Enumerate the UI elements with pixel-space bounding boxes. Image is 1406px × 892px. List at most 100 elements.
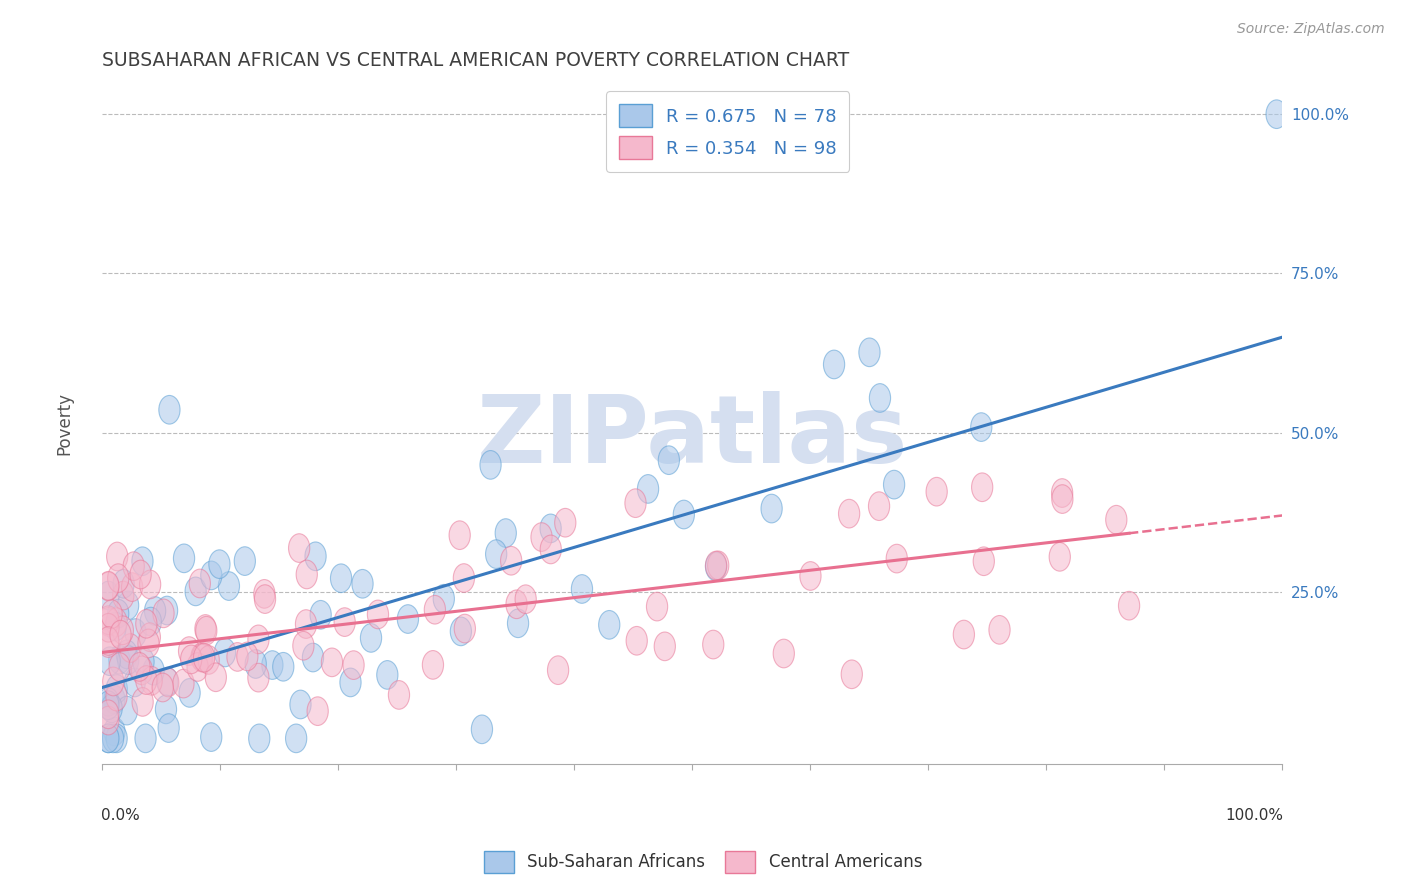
Ellipse shape (288, 533, 309, 562)
Ellipse shape (501, 547, 522, 575)
Ellipse shape (129, 560, 152, 589)
Ellipse shape (305, 542, 326, 571)
Ellipse shape (97, 724, 120, 753)
Ellipse shape (97, 627, 120, 656)
Ellipse shape (190, 569, 211, 598)
Ellipse shape (105, 607, 127, 637)
Ellipse shape (1265, 100, 1288, 128)
Ellipse shape (201, 561, 222, 590)
Ellipse shape (425, 595, 446, 624)
Ellipse shape (540, 514, 561, 542)
Ellipse shape (302, 643, 323, 672)
Ellipse shape (571, 574, 592, 603)
Ellipse shape (136, 609, 157, 638)
Ellipse shape (927, 477, 948, 506)
Ellipse shape (637, 475, 658, 503)
Ellipse shape (262, 651, 283, 680)
Ellipse shape (453, 564, 474, 592)
Ellipse shape (673, 500, 695, 529)
Ellipse shape (869, 491, 890, 521)
Ellipse shape (253, 580, 276, 608)
Ellipse shape (108, 599, 129, 628)
Ellipse shape (124, 552, 145, 581)
Ellipse shape (157, 668, 179, 697)
Ellipse shape (245, 649, 266, 678)
Ellipse shape (121, 573, 143, 601)
Ellipse shape (973, 547, 994, 575)
Ellipse shape (117, 640, 138, 669)
Ellipse shape (295, 610, 316, 639)
Ellipse shape (235, 547, 256, 575)
Ellipse shape (110, 620, 131, 649)
Ellipse shape (134, 648, 155, 676)
Ellipse shape (658, 446, 679, 475)
Ellipse shape (105, 682, 127, 711)
Ellipse shape (290, 690, 311, 719)
Ellipse shape (153, 599, 174, 628)
Ellipse shape (214, 638, 236, 666)
Ellipse shape (972, 473, 993, 501)
Ellipse shape (1105, 506, 1128, 534)
Ellipse shape (773, 640, 794, 668)
Ellipse shape (132, 688, 153, 716)
Ellipse shape (180, 645, 202, 673)
Ellipse shape (98, 614, 120, 642)
Ellipse shape (141, 607, 162, 636)
Ellipse shape (335, 607, 356, 636)
Ellipse shape (186, 577, 207, 606)
Ellipse shape (273, 652, 294, 681)
Ellipse shape (135, 724, 156, 753)
Ellipse shape (103, 667, 124, 696)
Ellipse shape (706, 552, 727, 581)
Ellipse shape (132, 547, 153, 575)
Ellipse shape (340, 668, 361, 697)
Ellipse shape (152, 673, 173, 702)
Ellipse shape (254, 585, 276, 614)
Ellipse shape (97, 688, 120, 716)
Ellipse shape (191, 643, 212, 672)
Ellipse shape (624, 489, 647, 517)
Ellipse shape (450, 617, 471, 646)
Ellipse shape (249, 724, 270, 753)
Ellipse shape (97, 629, 120, 657)
Ellipse shape (859, 338, 880, 367)
Ellipse shape (886, 544, 907, 573)
Ellipse shape (157, 667, 179, 696)
Ellipse shape (139, 570, 160, 599)
Ellipse shape (103, 724, 124, 753)
Ellipse shape (479, 450, 501, 479)
Ellipse shape (1052, 484, 1073, 514)
Ellipse shape (970, 413, 991, 442)
Ellipse shape (98, 647, 121, 675)
Ellipse shape (131, 656, 152, 685)
Ellipse shape (104, 685, 125, 714)
Ellipse shape (118, 591, 139, 620)
Ellipse shape (135, 665, 157, 694)
Ellipse shape (145, 597, 166, 625)
Ellipse shape (191, 643, 212, 672)
Ellipse shape (988, 615, 1010, 644)
Ellipse shape (108, 646, 129, 674)
Ellipse shape (647, 592, 668, 621)
Ellipse shape (97, 691, 120, 720)
Ellipse shape (869, 384, 890, 412)
Ellipse shape (112, 582, 134, 610)
Text: 0.0%: 0.0% (101, 808, 141, 823)
Ellipse shape (707, 551, 728, 580)
Ellipse shape (179, 679, 200, 707)
Ellipse shape (117, 697, 138, 725)
Ellipse shape (247, 625, 269, 654)
Ellipse shape (330, 564, 352, 592)
Ellipse shape (495, 519, 516, 548)
Ellipse shape (104, 717, 125, 746)
Ellipse shape (297, 560, 318, 589)
Ellipse shape (110, 653, 131, 681)
Ellipse shape (838, 500, 859, 528)
Ellipse shape (508, 609, 529, 638)
Text: ZIPatlas: ZIPatlas (477, 391, 908, 483)
Ellipse shape (125, 619, 146, 648)
Ellipse shape (205, 663, 226, 691)
Ellipse shape (105, 674, 128, 703)
Ellipse shape (97, 582, 120, 610)
Ellipse shape (247, 664, 269, 692)
